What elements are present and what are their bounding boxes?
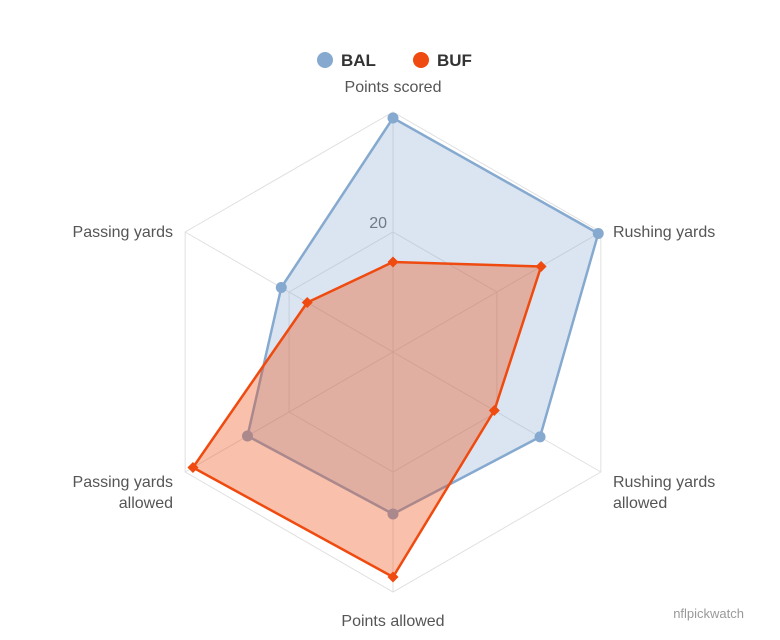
axis-label: Passing yards: [73, 224, 174, 241]
axis-label: Rushing yards allowed: [613, 474, 715, 512]
legend-label: BUF: [437, 51, 472, 70]
series-layer: [187, 112, 604, 583]
series-area-buf[interactable]: [191, 260, 543, 579]
legend-item-bal[interactable]: BAL: [317, 51, 376, 70]
tick-label: 20: [369, 215, 387, 232]
data-point[interactable]: [301, 297, 313, 308]
axis-label: Points scored: [345, 79, 442, 96]
axis-labels: Points scored Rushing yards Rushing yards a…: [73, 79, 716, 630]
credit-text[interactable]: nflpickwatch: [673, 606, 744, 621]
data-point[interactable]: [387, 112, 399, 124]
legend-marker: [413, 52, 429, 68]
data-point[interactable]: [534, 431, 546, 443]
legend[interactable]: BAL BUF: [317, 51, 472, 70]
data-point[interactable]: [187, 462, 199, 473]
axis-label: Points allowed: [341, 613, 444, 630]
axis-spoke: [184, 231, 394, 353]
data-point[interactable]: [387, 571, 399, 583]
axis-label: Rushing yards: [613, 224, 715, 241]
data-point[interactable]: [387, 256, 399, 268]
data-point[interactable]: [535, 261, 547, 272]
data-point[interactable]: [592, 228, 604, 239]
data-point[interactable]: [387, 508, 399, 520]
legend-label: BAL: [341, 51, 376, 70]
axis-spoke: [184, 351, 394, 473]
data-point[interactable]: [275, 282, 287, 293]
axis-spoke: [392, 231, 602, 353]
data-point[interactable]: [242, 430, 254, 442]
series-bal[interactable]: [242, 112, 604, 520]
legend-item-buf[interactable]: BUF: [413, 51, 472, 70]
legend-marker: [317, 52, 333, 68]
series-buf[interactable]: [187, 256, 547, 583]
data-point[interactable]: [488, 405, 500, 416]
axis-label: Passing yards allowed: [73, 474, 174, 512]
